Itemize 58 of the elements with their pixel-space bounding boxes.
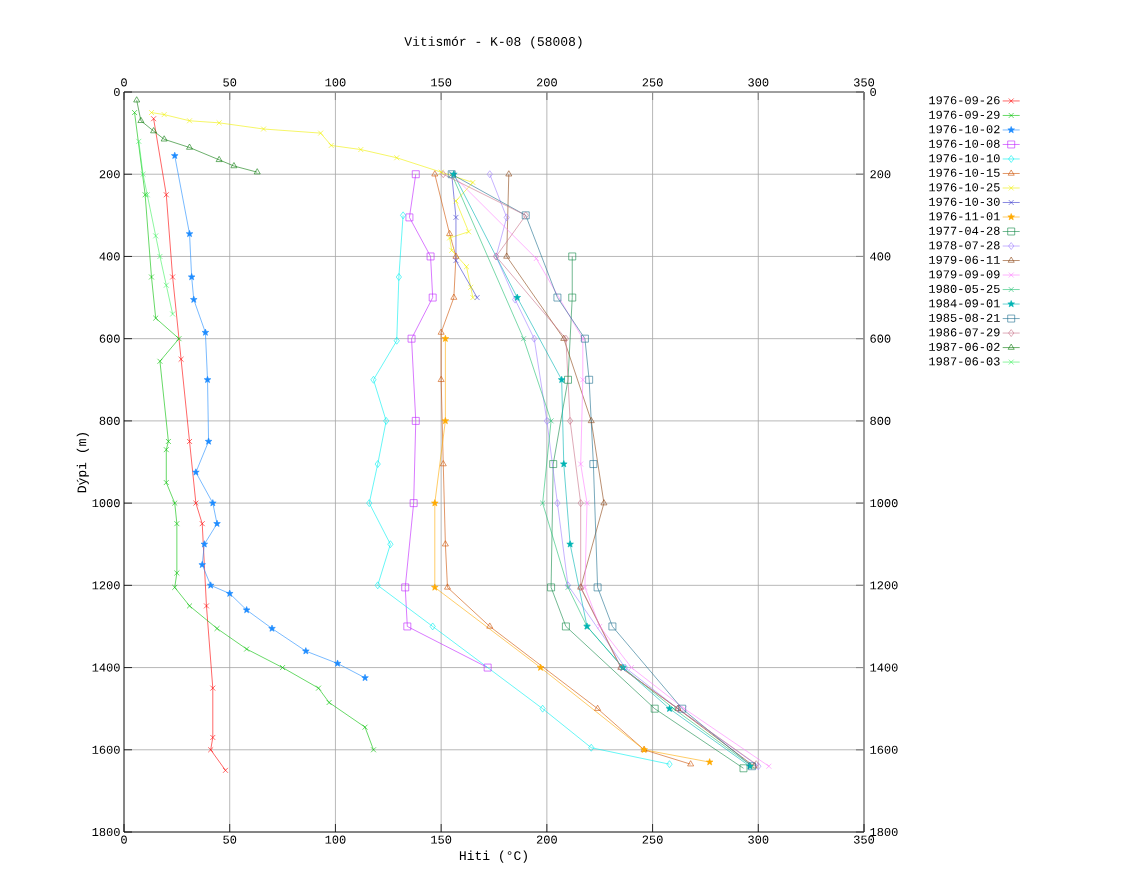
y-tick-label: 200 — [99, 170, 120, 179]
x-tick-label: 150 — [431, 835, 452, 844]
y2-tick-label: 200 — [870, 170, 891, 179]
x-tick-label: 300 — [748, 835, 769, 844]
x-axis-title: Hiti (°C) — [459, 850, 527, 863]
y-tick-label: 800 — [99, 416, 120, 425]
x2-tick-label: 300 — [748, 78, 769, 87]
legend-label: 1976-10-10 — [929, 154, 1000, 163]
x2-tick-label: 150 — [431, 78, 452, 87]
y-tick-label: 1800 — [92, 827, 120, 837]
x2-tick-label: 200 — [536, 78, 557, 87]
legend-label: 1976-10-08 — [929, 139, 1000, 148]
y-tick-label: 1400 — [92, 663, 120, 672]
x2-tick-label: 50 — [223, 78, 237, 87]
y-tick-label: 1600 — [92, 745, 120, 754]
x-tick-label: 200 — [536, 835, 557, 844]
legend-label: 1976-10-25 — [929, 183, 1000, 192]
y-tick-label: 600 — [99, 334, 120, 343]
legend-label: 1976-10-15 — [929, 168, 1000, 177]
y2-tick-label: 400 — [870, 252, 891, 261]
x2-tick-label: 250 — [642, 78, 663, 87]
legend-label: 1985-08-21 — [929, 313, 1000, 322]
x2-tick-label: 350 — [853, 78, 875, 87]
chart-title: Vitismór - K-08 (58008) — [404, 36, 582, 49]
legend-label: 1984-09-01 — [929, 299, 1000, 308]
x-tick-label: 100 — [325, 835, 346, 844]
legend-label: 1978-07-28 — [929, 241, 1000, 250]
y-axis-title: Dýpi (m) — [76, 432, 89, 493]
legend-label: 1976-10-02 — [929, 125, 1000, 134]
y-tick-label: 0 — [114, 87, 120, 97]
y2-tick-label: 1200 — [870, 581, 898, 590]
legend-label: 1977-04-28 — [929, 226, 1000, 235]
x-tick-label: 250 — [642, 835, 663, 844]
y2-tick-label: 0 — [870, 87, 876, 97]
y-tick-label: 1200 — [92, 581, 120, 590]
legend-label: 1987-06-03 — [929, 357, 1000, 366]
y2-tick-label: 800 — [870, 416, 891, 425]
legend-label: 1976-09-29 — [929, 110, 1000, 119]
y2-tick-label: 1400 — [870, 663, 898, 672]
y2-tick-label: 1800 — [870, 827, 898, 837]
y2-tick-label: 1000 — [870, 499, 898, 508]
x2-tick-label: 100 — [325, 78, 346, 87]
legend-label: 1986-07-29 — [929, 328, 1000, 337]
legend-label: 1976-10-30 — [929, 197, 1000, 206]
legend-label: 1976-11-01 — [929, 212, 1000, 221]
x-tick-label: 350 — [853, 835, 875, 844]
legend-label: 1976-09-26 — [929, 96, 1000, 105]
legend-label: 1979-06-11 — [929, 255, 1000, 264]
y-tick-label: 400 — [99, 252, 120, 261]
x2-tick-label: 0 — [121, 78, 127, 87]
x-tick-label: 50 — [223, 835, 237, 844]
legend-label: 1979-09-09 — [929, 270, 1000, 279]
legend-label: 1987-06-02 — [929, 342, 1000, 351]
y2-tick-label: 1600 — [870, 745, 898, 754]
legend-label: 1980-05-25 — [929, 284, 1000, 293]
y-tick-label: 1000 — [92, 499, 120, 508]
y2-tick-label: 600 — [870, 334, 891, 343]
x-tick-label: 0 — [121, 835, 127, 844]
